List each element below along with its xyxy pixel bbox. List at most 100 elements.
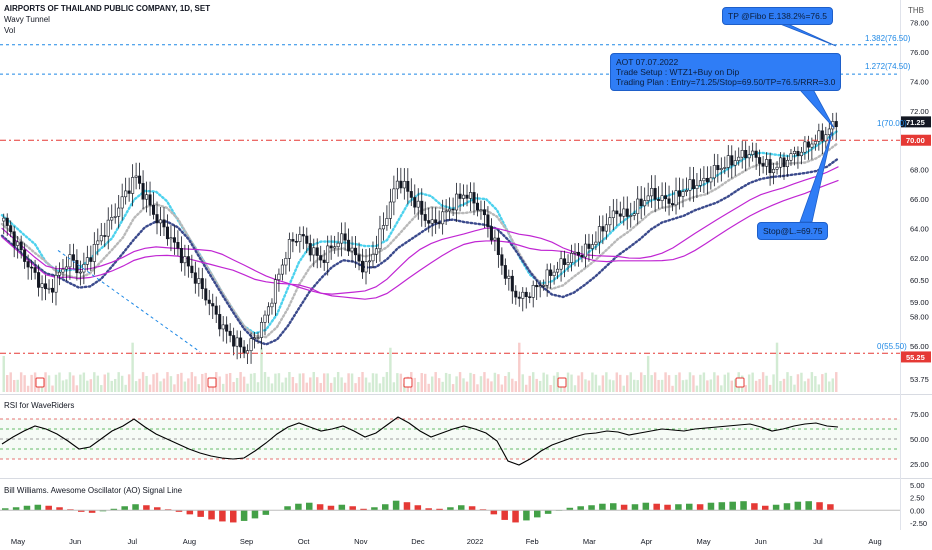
candle-body (691, 179, 695, 189)
volume-bar (291, 377, 295, 392)
volume-bar (636, 380, 639, 392)
earnings-marker[interactable] (403, 377, 413, 388)
volume-bar (93, 372, 96, 392)
volume-bar (584, 379, 587, 392)
volume-bar (437, 378, 441, 392)
candle-body (573, 251, 577, 254)
ao-bar (729, 501, 736, 511)
volume-bar (486, 378, 490, 392)
candle-body (308, 243, 312, 256)
candle-body (681, 191, 685, 197)
candle-body (197, 278, 201, 284)
volume-bar (761, 372, 765, 392)
ao-bar (740, 501, 747, 511)
volume-bar (176, 374, 180, 392)
ao-bar (816, 502, 823, 511)
earnings-marker[interactable] (35, 377, 45, 388)
ao-bar (577, 506, 584, 511)
candle-body (85, 257, 89, 265)
setup-line: Trading Plan : Entry=71.25/Stop=69.50/TP… (616, 77, 836, 87)
candle-body (521, 291, 525, 299)
candle-body (824, 134, 828, 142)
candle-body (674, 190, 678, 206)
candle-body (127, 190, 131, 194)
indicator-label[interactable]: Vol (4, 26, 16, 35)
ema-slow-line (0, 157, 840, 346)
rsi-line[interactable] (1, 416, 839, 466)
rsi-title[interactable]: RSI for WaveRiders (4, 401, 75, 410)
ao-bar (534, 510, 541, 518)
ao-bar (620, 504, 628, 511)
volume-bar (228, 373, 232, 392)
volume-bar (201, 373, 204, 392)
volume-bar (493, 372, 497, 392)
setup-annotation[interactable]: AOT 07.07.2022 Trade Setup : WTZ1+Buy on… (610, 53, 842, 91)
volume-bar (120, 375, 124, 392)
volume-bar (134, 381, 138, 392)
volume-bar (141, 372, 145, 392)
volume-bar (782, 378, 786, 392)
volume-bar (399, 373, 403, 392)
trend-line[interactable] (57, 250, 201, 353)
earnings-marker[interactable] (207, 377, 217, 388)
candle-body (702, 177, 706, 182)
time-tick-label: May (11, 537, 25, 546)
candle-body (524, 291, 528, 298)
time-tick-label: Mar (583, 537, 596, 546)
candle-body (698, 180, 702, 186)
volume-bar (235, 377, 239, 392)
candle-body (9, 225, 13, 233)
volume-bar (695, 385, 699, 392)
volume-bar (277, 373, 281, 392)
candle-body (381, 225, 385, 230)
ao-bar (512, 510, 519, 523)
ao-bar (164, 509, 172, 511)
ao-bar (78, 510, 85, 512)
candle-body (625, 208, 629, 217)
candle-body (434, 219, 438, 223)
candle-body (712, 165, 716, 179)
time-tick-label: Nov (354, 537, 368, 546)
candle-body (315, 247, 319, 256)
candle-body (214, 305, 218, 315)
candle-body (357, 254, 361, 262)
volume-bar (375, 373, 378, 392)
candle-body (374, 248, 378, 255)
price-tick-label: 64.00 (910, 224, 929, 233)
candle-body (531, 285, 535, 298)
volume-bar (702, 372, 706, 392)
time-tick-label: Aug (183, 537, 196, 546)
candle-body (496, 237, 500, 255)
volume-bar (490, 381, 493, 392)
earnings-marker[interactable] (735, 377, 745, 388)
volume-bar (723, 374, 727, 392)
ao-title[interactable]: Bill Williams. Awesome Oscillator (AO) S… (4, 486, 183, 495)
volume-bar (580, 372, 584, 392)
volume-bar (16, 379, 19, 392)
tp-annotation[interactable]: TP @Fibo E.138.2%=76.5 (722, 7, 833, 25)
stop-annotation[interactable]: Stop@L.=69.75 (757, 222, 829, 240)
time-tick-label: Aug (868, 537, 881, 546)
earnings-marker[interactable] (557, 377, 567, 388)
candle-body (664, 195, 668, 200)
candle-body (535, 285, 539, 288)
ao-bar (653, 503, 660, 511)
candle-body (266, 306, 270, 316)
candle-body (552, 271, 556, 276)
candle-body (803, 141, 807, 153)
candle-body (772, 168, 776, 174)
candle-body (172, 237, 176, 243)
candle-body (660, 195, 664, 201)
volume-bar (249, 373, 253, 392)
volume-bar (754, 380, 758, 392)
indicator-label[interactable]: Wavy Tunnel (4, 15, 50, 24)
volume-bar (706, 380, 709, 392)
volume-bar (68, 372, 72, 392)
candle-body (30, 266, 34, 269)
candle-body (601, 226, 605, 232)
volume-bar (730, 380, 733, 392)
candle-body (141, 183, 145, 200)
volume-bar (664, 372, 667, 392)
candle-body (239, 337, 243, 348)
